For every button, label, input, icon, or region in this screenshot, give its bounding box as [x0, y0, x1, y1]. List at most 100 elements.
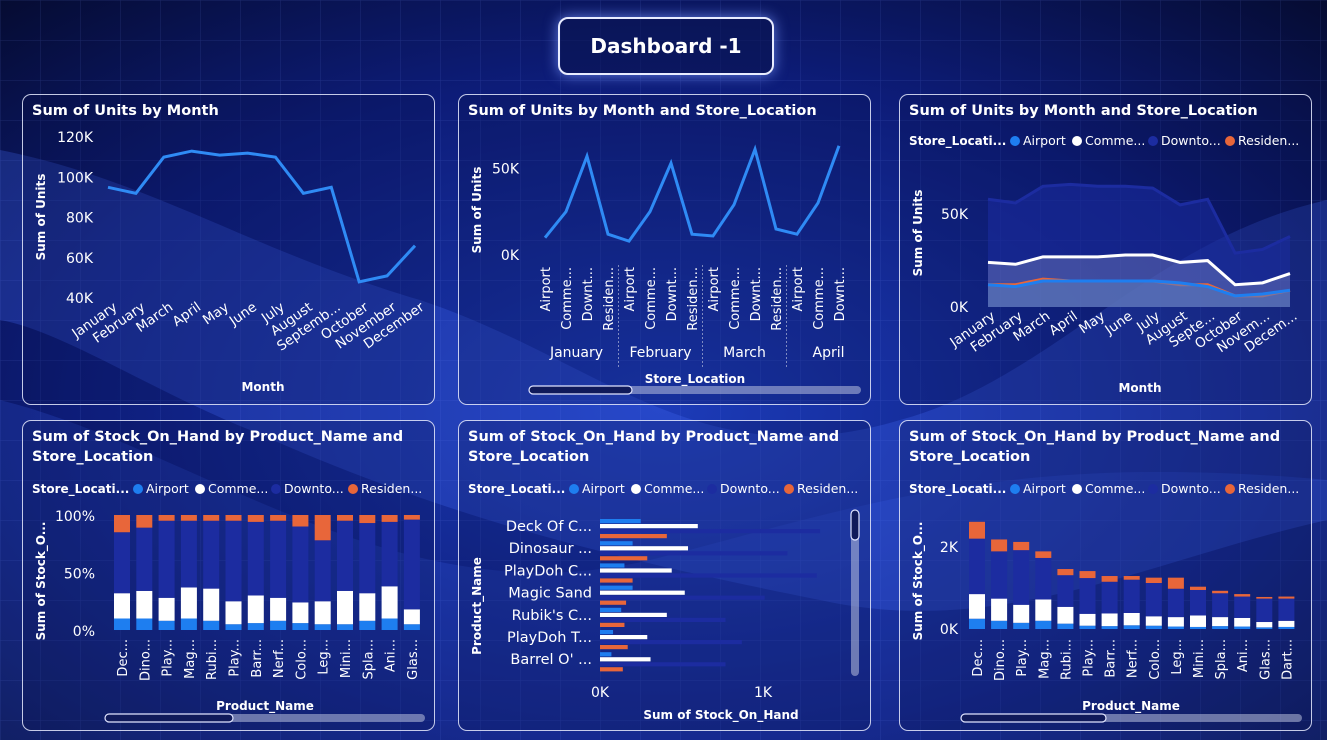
legend-marker: [1010, 484, 1020, 494]
bar-segment: [337, 515, 353, 521]
bar-segment: [1190, 586, 1206, 590]
bar-segment: [403, 609, 420, 625]
bar-segment: [1278, 598, 1295, 621]
bar-segment: [1234, 626, 1251, 629]
y-tick-label: 2K: [940, 540, 959, 556]
bar-segment: [1167, 577, 1184, 589]
y-tick-label: 0%: [73, 624, 95, 640]
scrollbar-thumb[interactable]: [850, 509, 860, 541]
chart-title: Sum of Units by Month and Store_Location: [909, 103, 1258, 119]
x-tick-label: Barr...: [250, 639, 265, 678]
x-tick-label: Dino...: [138, 639, 153, 681]
y-tick-label: Magic Sand: [508, 586, 592, 602]
bar-segment: [136, 527, 153, 591]
x-tick-label: Ani...: [384, 639, 399, 672]
bar-segment: [270, 515, 287, 521]
stock-stacked-bar-panel: Sum of Stock_On_Hand by Product_Name and…: [899, 420, 1312, 731]
x-tick-label: Residen...: [686, 267, 701, 331]
legend-label: Comme...: [208, 481, 268, 496]
bar-segment: [1278, 620, 1295, 627]
y-axis-title: Sum of Units: [911, 190, 925, 277]
bar-segment: [180, 515, 197, 521]
bar-segment: [114, 515, 130, 533]
x-tick-label: Dec...: [116, 639, 131, 677]
scrollbar-track[interactable]: [851, 510, 859, 676]
legend-marker: [784, 484, 794, 494]
x-tick-label: Airport: [707, 267, 722, 312]
y-tick-label: Rubik's C...: [512, 608, 592, 624]
x-tick-label: Glas...: [1258, 639, 1273, 680]
bar-segment: [136, 590, 153, 619]
bar-segment: [1013, 604, 1030, 623]
bar-segment: [136, 618, 153, 630]
bar-segment: [180, 520, 197, 588]
bar-segment: [337, 590, 353, 625]
x-tick-label: Comme...: [812, 267, 827, 330]
bar-segment: [314, 624, 331, 630]
x-tick-label: June: [226, 299, 260, 330]
bar-segment: [1167, 588, 1184, 618]
bar-segment: [337, 624, 353, 630]
bar-segment: [1256, 596, 1273, 599]
stock-horizontal-bar-panel: Sum of Stock_On_Hand by Product_Name and…: [458, 420, 871, 731]
y-tick-label: 60K: [66, 251, 94, 267]
legend-label: Comme...: [1085, 133, 1145, 148]
bar-segment: [1035, 620, 1052, 629]
bar-segment: [1013, 622, 1030, 629]
bar: [600, 645, 628, 650]
y-tick-label: 40K: [66, 291, 94, 307]
bar-segment: [1278, 596, 1295, 599]
x-tick-label: Play...: [1015, 639, 1030, 677]
y-tick-label: PlayDoh T...: [507, 630, 592, 646]
chart-title: Sum of Stock_On_Hand by Product_Name and…: [909, 429, 1281, 465]
bar-segment: [991, 539, 1008, 552]
x-tick-label: Rubi...: [1059, 639, 1074, 680]
bar: [600, 573, 817, 578]
bar-segment: [180, 618, 197, 630]
bar: [600, 546, 689, 551]
y-axis-title: Sum of Stock_O...: [911, 522, 926, 641]
units-by-month-store-area-chart: Store_Locati... Airport Comme... Downto... R…: [909, 133, 1300, 395]
y-tick-label: 0K: [950, 300, 969, 316]
x-tick-label: Leg...: [317, 639, 332, 675]
bar-segment: [1123, 612, 1140, 626]
bar: [600, 652, 612, 657]
bar-segment: [403, 624, 420, 630]
scrollbar-thumb[interactable]: [104, 713, 234, 723]
bar: [600, 612, 667, 617]
y-tick-label: Deck Of C...: [506, 519, 592, 535]
legend-marker: [1072, 136, 1082, 146]
bar-segment: [1212, 626, 1229, 629]
legend-marker: [1010, 136, 1020, 146]
bar-segment: [359, 593, 376, 621]
y-tick-label: 50K: [492, 161, 520, 177]
stock-stacked-bar-chart: Store_Locati... Airport Comme... Downto... R…: [909, 481, 1302, 723]
units-by-month-store-area-panel: Sum of Units by Month and Store_Location…: [899, 94, 1312, 405]
x-tick-label: 0K: [591, 685, 610, 701]
bar-segment: [247, 623, 264, 630]
x-tick-label: Mag...: [1037, 639, 1052, 679]
x-tick-label: Mini...: [339, 639, 354, 678]
bar-segment: [225, 520, 242, 602]
units-by-month-store-line-panel: Sum of Units by Month and Store_Location…: [458, 94, 871, 405]
bar: [600, 657, 651, 662]
y-tick-label: 50%: [64, 567, 95, 583]
bar-segment: [1167, 617, 1184, 627]
x-tick-label: Leg...: [1170, 639, 1185, 675]
y-tick-label: Barrel O' ...: [510, 652, 592, 668]
bar-segment: [1190, 615, 1206, 627]
bar-segment: [969, 618, 985, 629]
scrollbar-thumb[interactable]: [960, 713, 1107, 723]
stock-percent-stacked-chart: Store_Locati... Airport Comme... Downto... R…: [32, 481, 425, 723]
x-tick-label: Play...: [161, 639, 176, 677]
legend-title: Store_Locati...: [909, 134, 1006, 149]
scrollbar-thumb[interactable]: [528, 385, 633, 395]
bar: [600, 541, 633, 546]
units-by-month-store-line-chart: 0K 50K Sum of Units Airport Comme... Downt...…: [470, 144, 861, 395]
legend-label: Airport: [1023, 481, 1066, 496]
bar-segment: [381, 586, 398, 619]
bar-segment: [1123, 576, 1140, 580]
bar: [600, 595, 765, 600]
x-axis-title: Month: [1118, 381, 1161, 395]
bar-segment: [991, 620, 1008, 629]
